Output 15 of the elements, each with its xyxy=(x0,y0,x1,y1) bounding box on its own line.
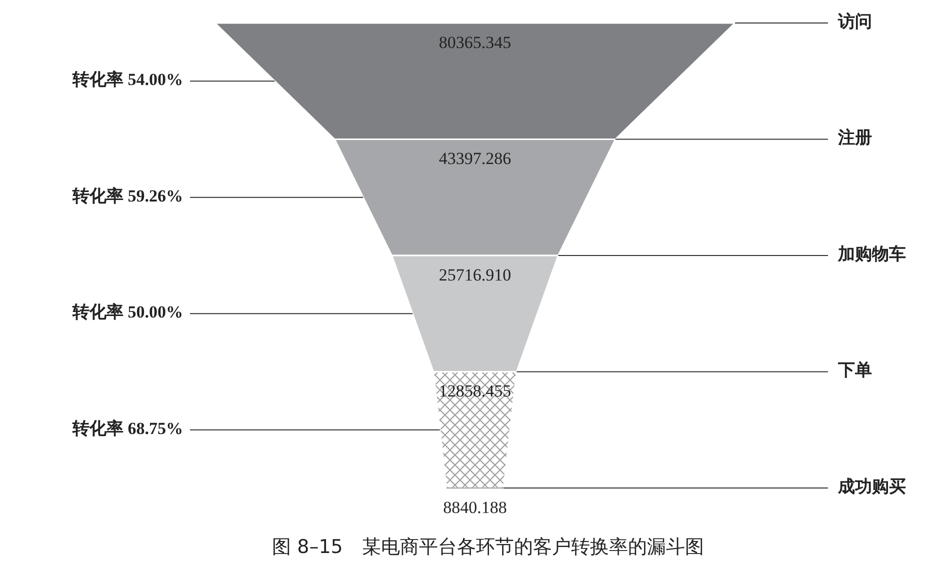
data-label: 25716.910 xyxy=(438,265,512,284)
category-label: 访问 xyxy=(837,12,872,31)
data-label: 80365.345 xyxy=(438,32,512,52)
data-label: 8840.188 xyxy=(443,498,507,517)
text: 转化率 68.75% xyxy=(72,418,183,438)
category-label: 加购物车 xyxy=(837,244,906,264)
data-label: 12858.455 xyxy=(438,382,512,401)
text: 转化率 54.00% xyxy=(72,70,183,90)
category-label: 下单 xyxy=(837,360,872,380)
category-label: 成功购买 xyxy=(837,476,906,496)
text: 转化率 50.00% xyxy=(72,302,183,322)
text: 转化率 59.26% xyxy=(72,186,183,206)
category-label: 注册 xyxy=(837,128,872,148)
text: 图 8–15 某电商平台各环节的客户转换率的漏斗图 xyxy=(272,536,704,558)
data-label: 43397.286 xyxy=(438,149,512,168)
